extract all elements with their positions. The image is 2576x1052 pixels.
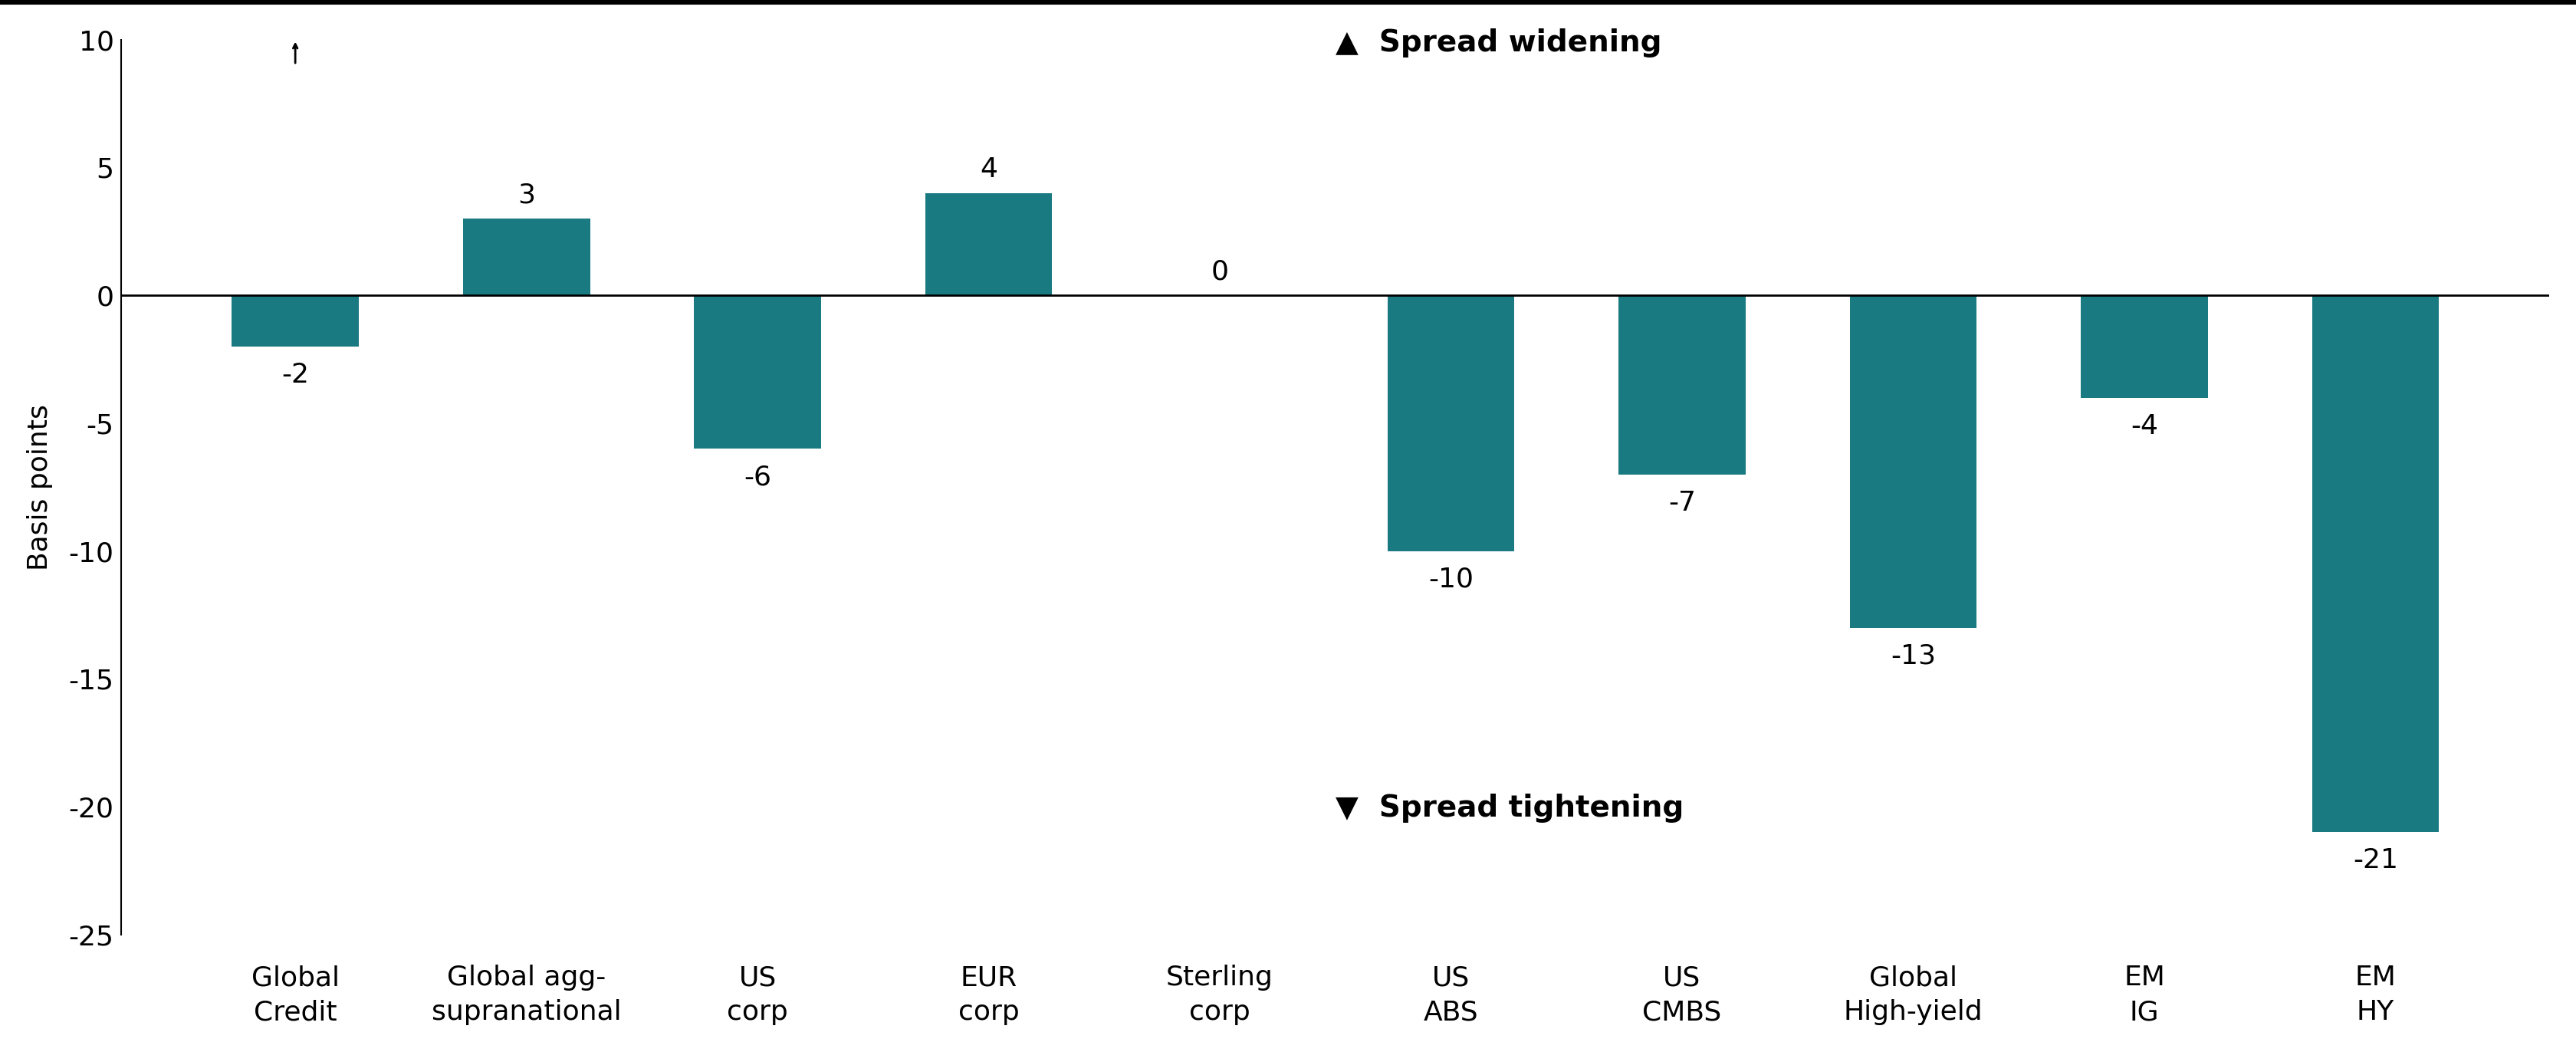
Text: -2: -2 xyxy=(281,362,309,388)
Bar xyxy=(1618,296,1747,474)
Text: ▼  Spread tightening: ▼ Spread tightening xyxy=(1334,794,1685,823)
Text: -13: -13 xyxy=(1891,643,1935,669)
Text: 3: 3 xyxy=(518,182,536,208)
Text: -6: -6 xyxy=(744,464,770,490)
Bar xyxy=(1850,296,1976,628)
Text: ▲  Spread widening: ▲ Spread widening xyxy=(1334,28,1662,58)
Bar xyxy=(693,296,822,449)
Bar xyxy=(925,193,1051,296)
Bar xyxy=(232,296,358,346)
Text: 0: 0 xyxy=(1211,259,1229,285)
Text: 4: 4 xyxy=(979,157,997,183)
Text: -7: -7 xyxy=(1669,489,1695,515)
Y-axis label: Basis points: Basis points xyxy=(26,404,52,570)
Text: -4: -4 xyxy=(2130,413,2159,439)
Bar xyxy=(2081,296,2208,398)
Bar xyxy=(464,219,590,296)
Text: -21: -21 xyxy=(2352,848,2398,874)
Text: -10: -10 xyxy=(1427,566,1473,592)
Bar xyxy=(2311,296,2439,832)
Bar xyxy=(1388,296,1515,551)
